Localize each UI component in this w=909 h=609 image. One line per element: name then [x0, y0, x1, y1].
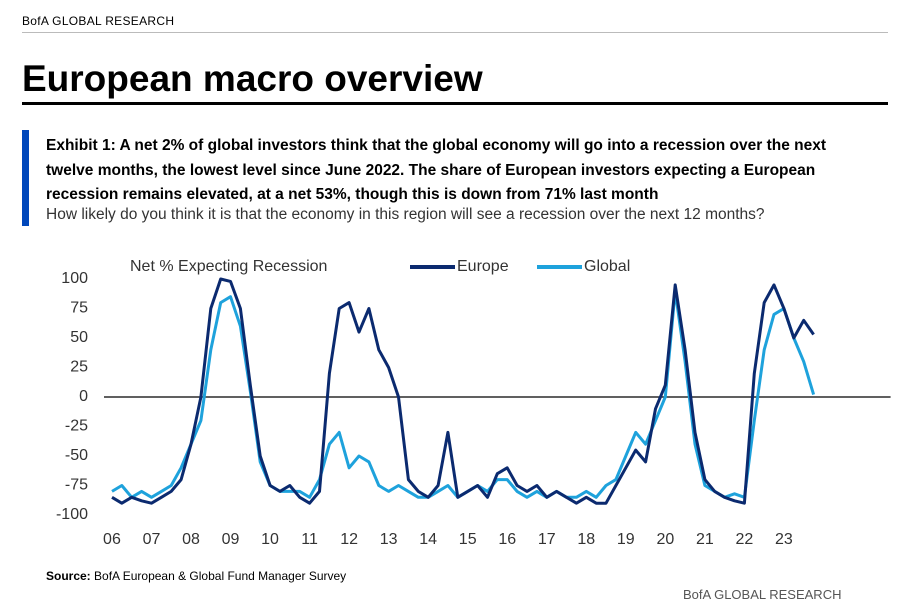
series-line: [111, 289, 816, 499]
x-tick-label: 15: [459, 531, 477, 548]
y-tick-label: 25: [70, 359, 88, 376]
x-tick-label: 23: [775, 531, 793, 548]
x-tick-label: 08: [182, 531, 200, 548]
x-tick-label: 06: [103, 531, 121, 548]
y-tick-label: -25: [65, 418, 88, 435]
series-line: [111, 277, 815, 505]
x-tick-label: 12: [340, 531, 358, 548]
x-tick-label: 17: [538, 531, 556, 548]
source-text: BofA European & Global Fund Manager Surv…: [94, 569, 347, 583]
legend-label: Europe: [457, 258, 509, 275]
footer: BofA GLOBAL RESEARCH: [683, 587, 842, 602]
y-tick-label: 50: [70, 329, 88, 346]
header: BofA GLOBAL RESEARCH: [22, 14, 175, 28]
x-tick-label: 16: [498, 531, 516, 548]
page-title: European macro overview: [22, 58, 483, 99]
x-tick-label: 13: [380, 531, 398, 548]
y-tick-label: 100: [61, 270, 88, 287]
source: Source: BofA European & Global Fund Mana…: [46, 569, 346, 583]
x-tick-label: 11: [301, 531, 318, 548]
exhibit-bar: [22, 130, 29, 226]
x-tick-label: 22: [735, 531, 753, 548]
exhibit-title: Exhibit 1: A net 2% of global investors …: [46, 137, 827, 203]
x-tick-label: 14: [419, 531, 437, 548]
y-tick-label: -100: [56, 506, 88, 523]
legend-label: Global: [584, 258, 630, 275]
y-tick-label: 75: [70, 300, 88, 317]
y-axis-label: Net % Expecting Recession: [130, 258, 327, 275]
x-tick-label: 10: [261, 531, 279, 548]
x-tick-label: 07: [143, 531, 161, 548]
y-tick-label: -75: [65, 477, 88, 494]
y-tick-label: -50: [65, 447, 88, 464]
x-tick-label: 20: [656, 531, 674, 548]
x-tick-label: 09: [222, 531, 240, 548]
title-rule: [22, 102, 888, 105]
source-label: Source:: [46, 569, 91, 583]
x-tick-label: 21: [696, 531, 714, 548]
x-tick-label: 18: [577, 531, 595, 548]
x-tick-label: 19: [617, 531, 635, 548]
y-tick-label: 0: [79, 388, 88, 405]
header-rule: [22, 32, 888, 33]
exhibit-subtitle: How likely do you think it is that the e…: [46, 206, 765, 223]
